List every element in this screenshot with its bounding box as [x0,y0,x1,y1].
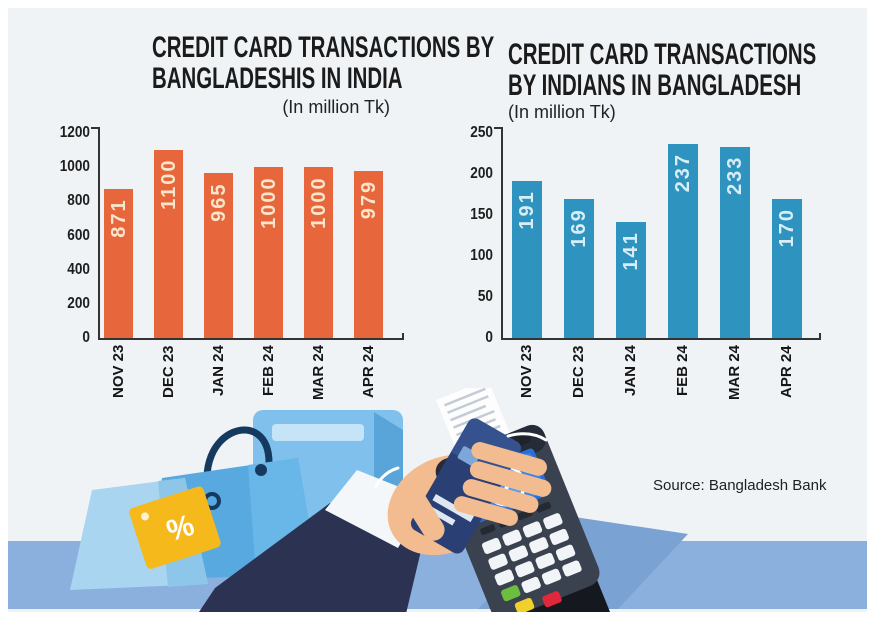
bar-value-label: 1100 [157,159,180,211]
y-axis-tick-label: 400 [67,260,90,278]
y-axis-tick-label: 200 [67,294,90,312]
bar-value-label: 233 [724,155,746,196]
right-bar-chart: 0 50 100 150 200 250 191 NOV 23 169 DEC 23 141 JAN … [470,124,821,400]
terminal-keypad [481,513,582,593]
bar-jan-24: 141 [616,222,646,338]
left-y-axis [98,127,100,338]
bar-value-label: 1000 [307,176,330,229]
y-axis-tick-label: 150 [470,206,493,223]
bar-jan-24: 965 [204,173,233,338]
bar-value-label: 237 [672,152,694,193]
y-axis-tick-label: 0 [82,329,90,346]
right-chart-title-line1: CREDIT CARD TRANSACTIONS [508,38,817,71]
bar-feb-24: 1000 [254,167,283,338]
left-chart-subtitle: (In million Tk) [282,97,390,117]
left-x-axis [98,338,404,340]
bar-nov-23: 191 [512,181,542,338]
left-x-axis-end-tick [402,333,404,340]
percent-tag-icon: % [129,486,221,569]
left-chart-title-line1: CREDIT CARD TRANSACTIONS BY [152,31,495,64]
bar-apr-24: 979 [354,170,383,338]
bar-value-label: 169 [568,208,590,248]
bar-mar-24: 233 [720,146,750,338]
left-bar-chart: 0 200 400 600 800 1000 1200 871 NOV 23 1100 DEC 23… [60,124,404,400]
source-note: Source: Bangladesh Bank [653,477,827,494]
y-axis-tick-label: 200 [470,165,493,182]
left-y-axis-top-tick [91,127,98,129]
right-x-axis-end-tick [819,333,821,340]
y-axis-tick-label: 100 [470,247,493,264]
y-axis-tick-label: 1000 [59,158,90,176]
y-axis-tick-label: 250 [470,124,493,141]
hand-fingers-illustration [403,442,552,541]
bar-value-label: 979 [357,179,380,220]
y-axis-tick-label: 50 [477,288,493,305]
payment-illustration: % [8,388,867,612]
bar-value-label: 871 [107,198,130,238]
left-chart-title: CREDIT CARD TRANSACTIONS BY BANGLADESHIS… [152,31,495,95]
bar-value-label: 191 [516,190,538,230]
y-axis-tick-label: 0 [485,329,493,346]
bar-value-label: 965 [207,182,230,222]
y-axis-tick-label: 800 [67,192,90,210]
bar-value-label: 141 [620,231,642,271]
bar-mar-24: 1000 [304,167,333,338]
bar-dec-23: 169 [564,199,594,338]
bar-nov-23: 871 [104,189,133,338]
right-chart-title-line2: BY INDIANS IN BANGLADESH [508,69,802,102]
hand-highlights [374,432,548,488]
yellow-key [514,597,535,612]
right-y-axis [501,127,503,338]
right-y-axis-top-tick [494,127,501,129]
bar-value-label: 1000 [257,176,280,229]
y-axis-tick-label: 1200 [59,124,90,141]
right-chart-subtitle: (In million Tk) [508,102,616,122]
green-key [501,585,521,602]
bar-dec-23: 1100 [154,150,183,338]
right-chart-title: CREDIT CARD TRANSACTIONS BY INDIANS IN B… [508,39,834,101]
right-x-axis [501,338,821,340]
left-chart-title-line2: BANGLADESHIS IN INDIA [152,62,403,95]
bar-apr-24: 170 [772,198,802,338]
bar-value-label: 170 [776,207,798,247]
red-key [542,591,562,608]
bar-feb-24: 237 [668,143,698,338]
y-axis-tick-label: 600 [67,226,90,244]
